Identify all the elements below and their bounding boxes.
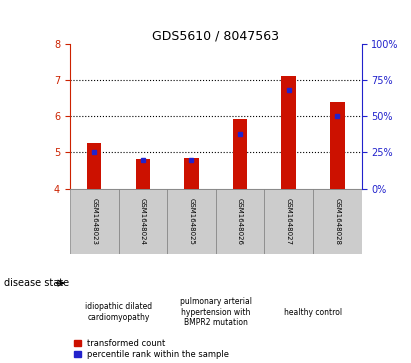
Bar [330,102,345,189]
Bar [313,189,362,254]
Bar [282,76,296,189]
Text: GSM1648028: GSM1648028 [335,198,340,245]
Text: healthy control: healthy control [284,308,342,317]
Text: GSM1648023: GSM1648023 [91,198,97,245]
Bar [216,189,264,254]
Bar [87,143,102,189]
Bar [233,119,247,189]
Text: GSM1648025: GSM1648025 [189,198,194,245]
Text: disease state: disease state [4,278,69,288]
Bar [136,159,150,189]
Text: GSM1648027: GSM1648027 [286,198,292,245]
Text: idiopathic dilated
cardiomyopathy: idiopathic dilated cardiomyopathy [85,302,152,322]
Bar [118,189,167,254]
Text: GSM1648024: GSM1648024 [140,198,146,245]
Legend: transformed count, percentile rank within the sample: transformed count, percentile rank withi… [74,339,229,359]
Text: pulmonary arterial
hypertension with
BMPR2 mutation: pulmonary arterial hypertension with BMP… [180,297,252,327]
Bar [264,189,313,254]
Bar [167,189,216,254]
Bar [70,189,118,254]
Title: GDS5610 / 8047563: GDS5610 / 8047563 [152,29,279,42]
Text: GSM1648026: GSM1648026 [237,198,243,245]
Bar [184,158,199,189]
